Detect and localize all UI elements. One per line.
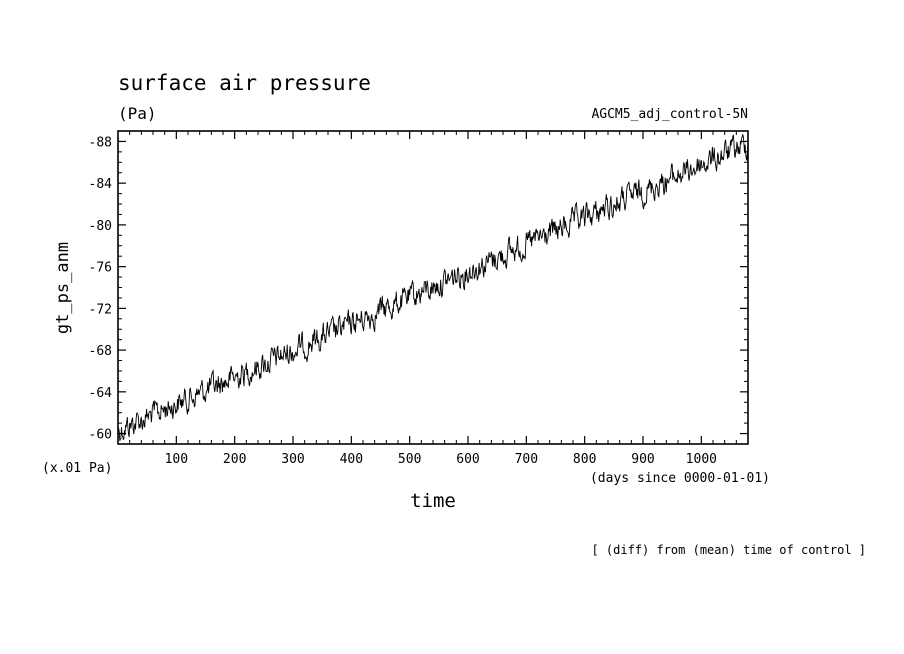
x-tick-label: 600 <box>456 452 479 467</box>
x-tick-label: 900 <box>631 452 654 467</box>
y-scale-label: (x.01 Pa) <box>42 461 112 476</box>
x-tick-label: 400 <box>340 452 363 467</box>
x-axis-label: time <box>410 490 456 512</box>
x-tick-label: 300 <box>281 452 304 467</box>
x-tick-label: 100 <box>165 452 188 467</box>
y-tick-label: -60 <box>89 428 112 443</box>
y-tick-label: -64 <box>89 386 113 401</box>
x-units-label: (days since 0000-01-01) <box>590 471 770 486</box>
y-tick-label: -80 <box>89 219 112 234</box>
x-tick-label: 1000 <box>686 452 717 467</box>
x-tick-labels: 100 200 300 400 500 600 700 800 900 1000 <box>165 452 717 467</box>
x-tick-label: 700 <box>515 452 538 467</box>
units-label: (Pa) <box>118 104 157 123</box>
y-axis-label: gt_ps_anm <box>53 242 73 334</box>
y-tick-label: -72 <box>89 302 112 317</box>
run-label: AGCM5_adj_control-5N <box>591 107 748 122</box>
y-tick-labels: -60 -64 -68 -72 -76 -80 -84 -88 <box>89 135 113 442</box>
x-tick-label: 500 <box>398 452 421 467</box>
y-tick-label: -76 <box>89 261 112 276</box>
y-tick-label: -88 <box>89 135 112 150</box>
series-line-gt-ps-anm <box>117 133 749 441</box>
chart-title: surface air pressure <box>118 71 371 95</box>
footnote: [ (diff) from (mean) time of control ] <box>591 543 866 557</box>
y-tick-label: -84 <box>89 177 113 192</box>
x-tick-label: 800 <box>573 452 596 467</box>
plot-frame <box>117 130 749 445</box>
x-tick-label: 200 <box>223 452 246 467</box>
y-tick-label: -68 <box>89 344 112 359</box>
